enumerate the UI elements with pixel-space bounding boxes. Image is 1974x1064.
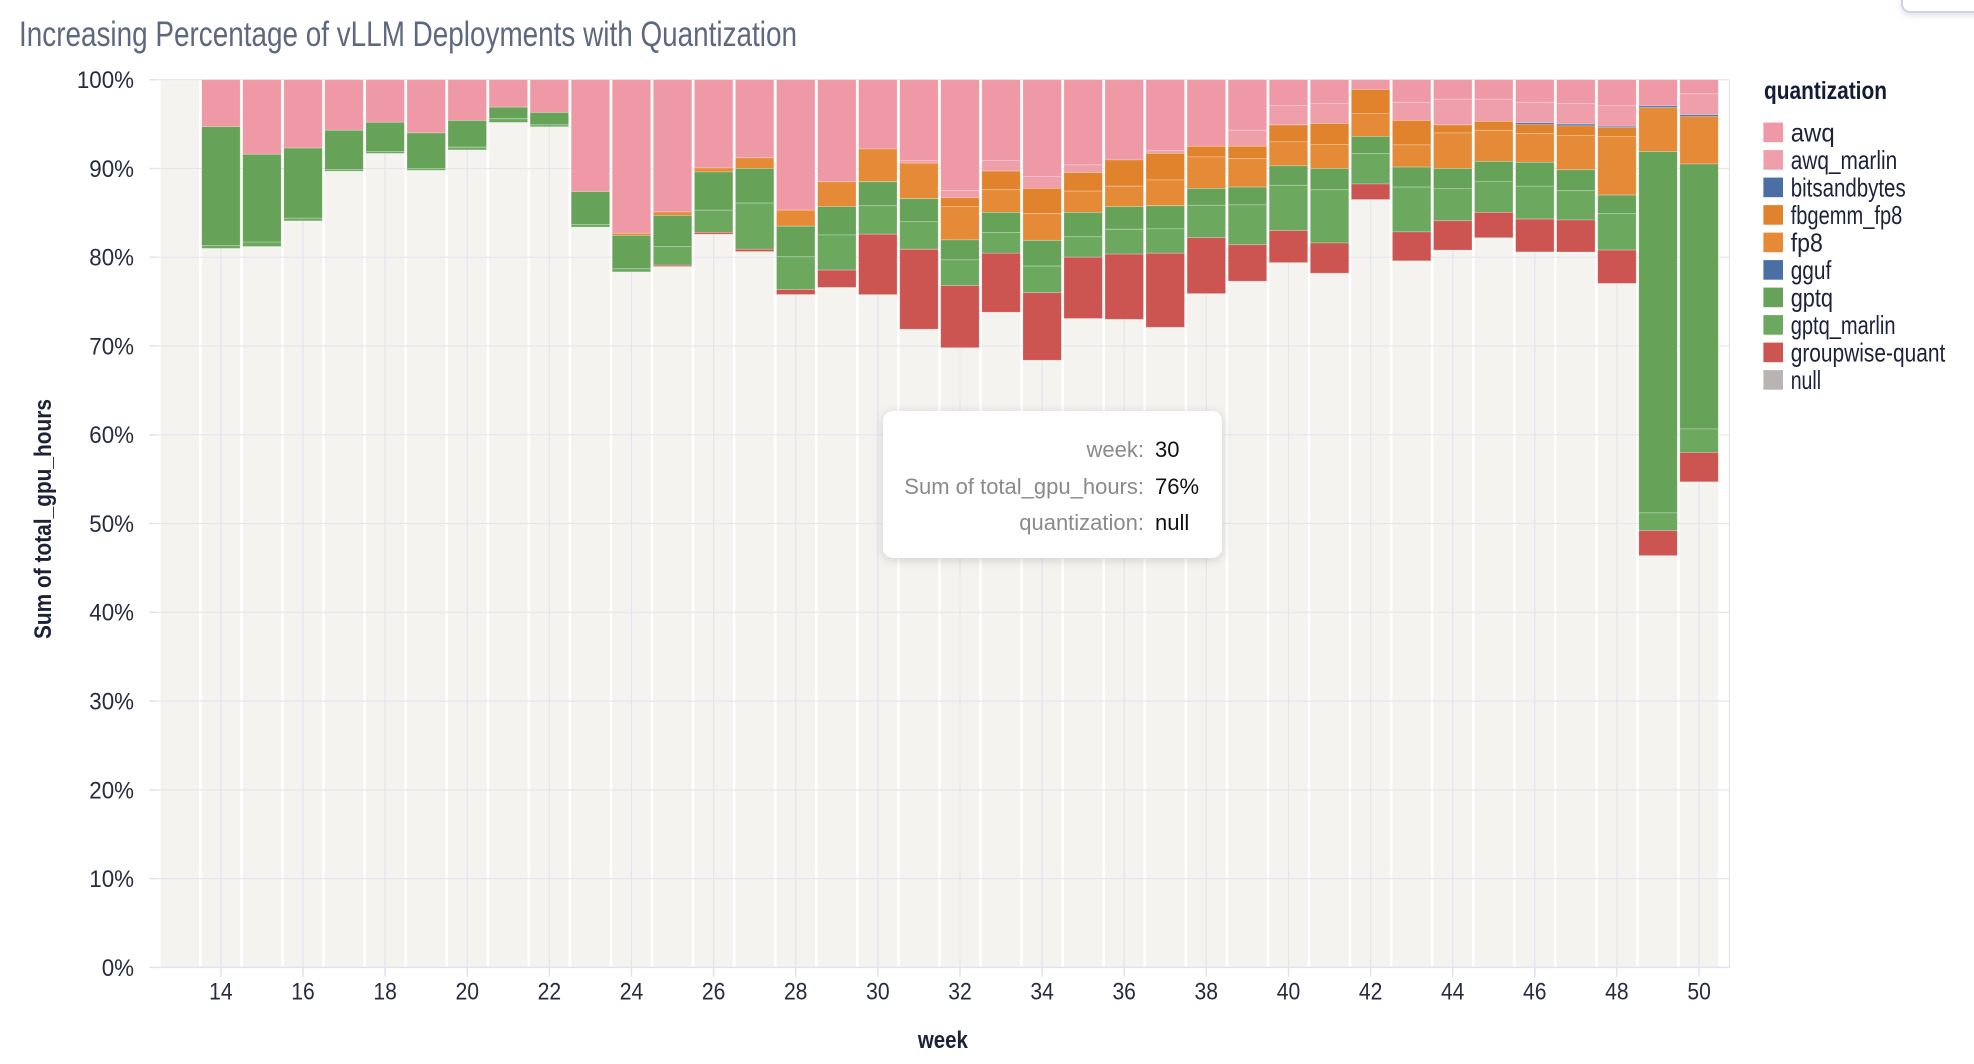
svg-text:28: 28	[784, 978, 808, 1005]
svg-text:Increasing Percentage of vLLM: Increasing Percentage of vLLM Deployment…	[19, 15, 797, 54]
svg-text:80%: 80%	[89, 245, 134, 272]
svg-text:quantization: quantization	[1764, 77, 1887, 105]
svg-text:groupwise-quant: groupwise-quant	[1791, 338, 1946, 368]
svg-text:awq: awq	[1791, 118, 1835, 148]
svg-text:36: 36	[1112, 978, 1136, 1005]
svg-text:26: 26	[702, 978, 726, 1005]
svg-text:null: null	[1791, 365, 1821, 395]
svg-text:70%: 70%	[89, 333, 134, 360]
svg-text:42: 42	[1359, 978, 1383, 1005]
svg-text:48: 48	[1605, 978, 1629, 1005]
svg-text:Sum of total_gpu_hours: Sum of total_gpu_hours	[30, 399, 57, 639]
svg-text:18: 18	[373, 978, 397, 1005]
svg-text:16: 16	[291, 978, 315, 1005]
svg-text:14: 14	[209, 978, 233, 1005]
svg-text:46: 46	[1523, 978, 1547, 1005]
svg-text:10%: 10%	[89, 866, 134, 893]
svg-text:24: 24	[620, 978, 644, 1005]
svg-text:gptq_marlin: gptq_marlin	[1791, 310, 1896, 340]
svg-text:20%: 20%	[89, 777, 134, 804]
svg-text:gguf: gguf	[1791, 255, 1832, 285]
svg-text:100%: 100%	[77, 67, 134, 94]
svg-text:fbgemm_fp8: fbgemm_fp8	[1791, 200, 1903, 230]
svg-text:week: week	[917, 1027, 968, 1054]
svg-text:50: 50	[1687, 978, 1711, 1005]
svg-text:40: 40	[1277, 978, 1301, 1005]
svg-text:60%: 60%	[89, 422, 134, 449]
svg-text:gptq: gptq	[1791, 283, 1833, 313]
svg-text:90%: 90%	[89, 156, 134, 183]
svg-text:fp8: fp8	[1791, 228, 1823, 258]
svg-text:awq_marlin: awq_marlin	[1791, 145, 1898, 175]
svg-text:38: 38	[1195, 978, 1219, 1005]
svg-text:22: 22	[538, 978, 562, 1005]
svg-text:0%: 0%	[102, 955, 134, 982]
svg-text:34: 34	[1030, 978, 1054, 1005]
svg-text:30%: 30%	[89, 689, 134, 716]
svg-text:50%: 50%	[89, 511, 134, 538]
svg-text:44: 44	[1441, 978, 1465, 1005]
svg-text:20: 20	[456, 978, 480, 1005]
svg-text:40%: 40%	[89, 600, 134, 627]
svg-text:32: 32	[948, 978, 972, 1005]
svg-text:bitsandbytes: bitsandbytes	[1791, 173, 1906, 203]
svg-text:30: 30	[866, 978, 890, 1005]
